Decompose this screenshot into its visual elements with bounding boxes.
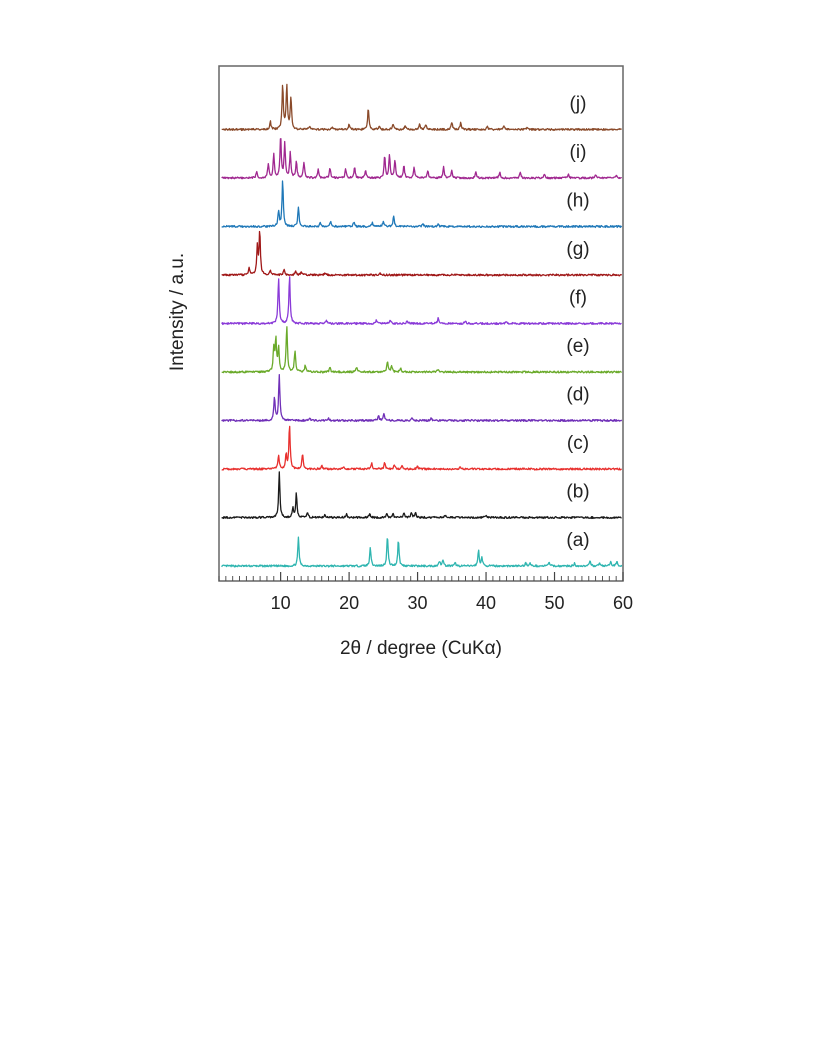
series-line-g xyxy=(221,230,623,277)
x-tick-label: 20 xyxy=(339,593,359,613)
series-label-e: (e) xyxy=(566,336,589,357)
series-line-c xyxy=(221,425,623,471)
series-labels: (a) (b) (c) (d) (e) (f) (g) (h) (i) (j) xyxy=(566,94,589,552)
series-line-d xyxy=(221,374,623,423)
x-axis-label: 2θ / degree (CuKα) xyxy=(340,638,502,659)
series-line-e xyxy=(221,326,623,374)
series-line-b xyxy=(221,471,622,520)
series-label-h: (h) xyxy=(566,191,589,212)
series-label-d: (d) xyxy=(566,385,589,406)
series-line-j xyxy=(221,83,622,132)
series-label-a: (a) xyxy=(566,530,589,551)
series-label-g: (g) xyxy=(566,239,589,260)
plot-frame xyxy=(218,65,624,582)
series-line-a xyxy=(221,536,623,568)
series-line-i xyxy=(221,138,622,180)
series-label-c: (c) xyxy=(567,433,589,454)
series-label-f: (f) xyxy=(569,288,587,309)
x-tick-label: 40 xyxy=(476,593,496,613)
series-label-j: (j) xyxy=(570,94,587,115)
diffraction-traces xyxy=(221,83,623,568)
x-tick-label: 10 xyxy=(271,593,291,613)
x-tick-label: 30 xyxy=(408,593,428,613)
series-label-b: (b) xyxy=(566,482,589,503)
x-tick-label: 50 xyxy=(545,593,565,613)
series-line-h xyxy=(221,180,623,229)
x-axis: 10 20 30 40 50 60 xyxy=(218,572,633,613)
series-label-i: (i) xyxy=(570,142,587,163)
series-line-f xyxy=(221,276,622,326)
x-tick-label: 60 xyxy=(613,593,633,613)
y-axis-label: Intensity / a.u. xyxy=(167,253,188,371)
